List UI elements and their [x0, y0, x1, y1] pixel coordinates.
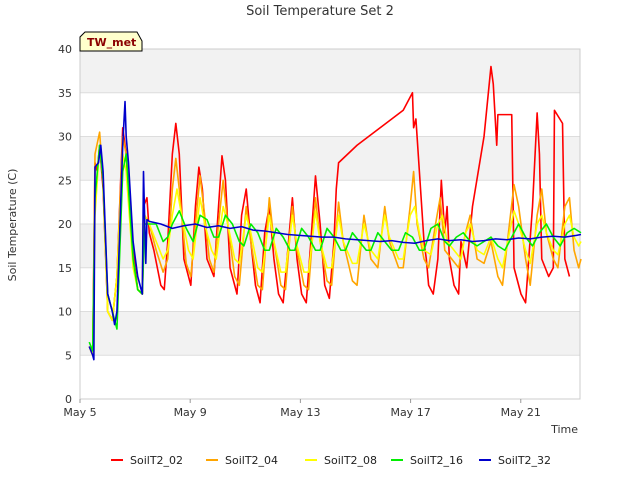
legend-item-SoilT2_02: SoilT2_02 — [111, 454, 183, 467]
legend-label: SoilT2_04 — [225, 454, 278, 467]
y-tick-label: 30 — [58, 131, 72, 144]
x-tick-label: May 21 — [501, 406, 541, 419]
station-badge: TW_met — [79, 31, 143, 52]
series-line-SoilT2_08 — [88, 144, 582, 357]
legend-item-SoilT2_32: SoilT2_32 — [479, 454, 551, 467]
y-axis: 0 5 10 15 20 25 30 35 40 — [58, 43, 72, 406]
legend-label: SoilT2_32 — [498, 454, 551, 467]
legend: SoilT2_02 SoilT2_04 SoilT2_08 SoilT2_16 Soil… — [111, 454, 551, 467]
plot-frame — [79, 48, 581, 400]
y-axis-title: Soil Temperature (C) — [6, 169, 19, 282]
y-tick-label: 0 — [65, 393, 72, 406]
legend-label: SoilT2_02 — [130, 454, 183, 467]
grid-band — [80, 311, 580, 356]
y-tick-label: 40 — [58, 43, 72, 56]
x-tick-label: May 5 — [63, 406, 96, 419]
legend-item-SoilT2_08: SoilT2_08 — [305, 454, 377, 467]
y-tick-label: 35 — [58, 87, 72, 100]
y-tick-label: 5 — [65, 349, 72, 362]
grid-band — [80, 355, 580, 399]
x-axis-title: Time — [550, 423, 578, 436]
x-axis: May 5 May 9 May 13 May 17 May 21 — [63, 399, 541, 419]
x-tick-label: May 9 — [174, 406, 207, 419]
y-tick-label: 10 — [58, 306, 72, 319]
grid-band — [80, 180, 580, 224]
station-badge-label: TW_met — [87, 36, 136, 49]
y-tick-label: 20 — [58, 218, 72, 231]
legend-item-SoilT2_04: SoilT2_04 — [206, 454, 278, 467]
legend-label: SoilT2_16 — [410, 454, 463, 467]
series-line-SoilT2_02 — [88, 65, 571, 357]
x-tick-label: May 17 — [390, 406, 430, 419]
series-line-SoilT2_04 — [88, 131, 582, 357]
chart-title: Soil Temperature Set 2 — [246, 4, 394, 19]
grid-band — [80, 136, 580, 181]
x-tick-label: May 13 — [280, 406, 320, 419]
station-badge-shape — [79, 31, 143, 52]
legend-label: SoilT2_08 — [324, 454, 377, 467]
series-lines — [88, 65, 582, 361]
legend-item-SoilT2_16: SoilT2_16 — [391, 454, 463, 467]
y-tick-label: 25 — [58, 174, 72, 187]
grid-band — [80, 49, 580, 93]
y-tick-label: 15 — [58, 262, 72, 275]
series-line-SoilT2_32 — [88, 100, 582, 361]
